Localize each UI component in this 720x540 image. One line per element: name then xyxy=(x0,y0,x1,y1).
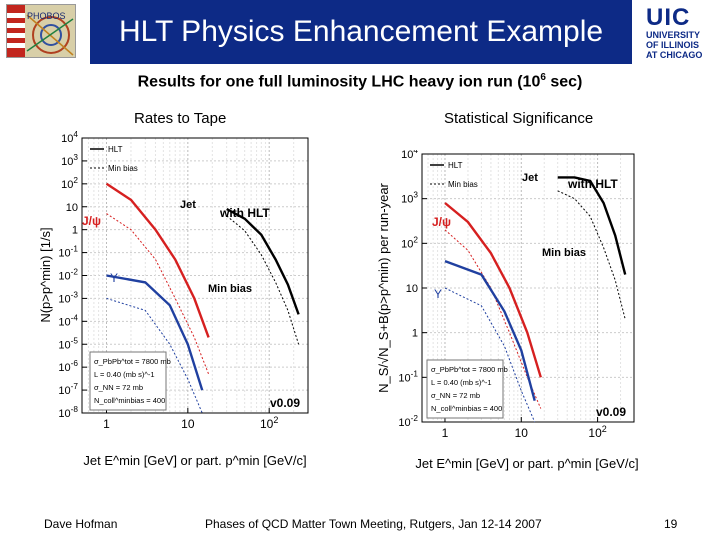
label-min-bias: Min bias xyxy=(208,283,252,295)
x-axis-label: Jet E^min [GeV] or part. p^min [GeV/c] xyxy=(415,456,638,471)
y-tick-label: 1 xyxy=(72,225,78,237)
x-tick-label: 10 xyxy=(515,426,529,440)
legend-label-hlt: HLT xyxy=(108,145,123,154)
y-tick-label: 103 xyxy=(401,191,418,206)
y-axis-label: N(p>p^min) [1/s] xyxy=(38,227,53,322)
series-line-jet-hlt xyxy=(557,176,627,275)
x-tick-label: 102 xyxy=(588,424,606,440)
subtitle-exponent: 6 xyxy=(540,72,546,83)
y-tick-label: 10-4 xyxy=(58,313,78,328)
footer-author: Dave Hofman xyxy=(44,517,118,531)
subtitle-main: Results for one full luminosity LHC heav… xyxy=(137,73,541,91)
label-with-hlt: with HLT xyxy=(219,206,270,220)
caption-left: Rates to Tape xyxy=(134,110,227,127)
params-box xyxy=(89,351,167,411)
label-jpsi: J/ψ xyxy=(82,214,101,228)
x-tick-label: 102 xyxy=(260,415,278,431)
param-line: σ_NN = 72 mb xyxy=(431,391,480,400)
y-tick-label: 10-1 xyxy=(398,369,418,384)
label-min-bias: Min bias xyxy=(542,247,586,259)
caption-right: Statistical Significance xyxy=(444,110,594,127)
uic-logo: UIC UNIVERSITY OF ILLINOIS AT CHICAGO xyxy=(646,4,716,61)
rates-plot: 10410310210110-110-210-310-410-510-610-7… xyxy=(38,130,309,468)
series-line-upsilon-hlt xyxy=(106,274,204,391)
y-tick-label: 104 xyxy=(401,150,418,161)
y-tick-label: 1 xyxy=(412,328,418,340)
param-line: N_coll^minbias = 400 xyxy=(94,396,165,405)
label-with-hlt: with HLT xyxy=(567,177,618,191)
series-line-jet-min-bias xyxy=(557,190,626,320)
param-line: L = 0.40 (mb s)^-1 xyxy=(431,378,492,387)
footer-page-number: 19 xyxy=(664,517,678,531)
y-tick-label: 10-8 xyxy=(58,405,78,420)
label-upsilon: Υ xyxy=(434,287,442,301)
uic-logo-line1: UNIVERSITY xyxy=(646,30,701,40)
y-tick-label: 10 xyxy=(66,202,78,214)
y-tick-label: 103 xyxy=(61,153,78,168)
param-line: L = 0.40 (mb s)^-1 xyxy=(94,370,155,379)
series-line-jet-hlt xyxy=(226,207,300,315)
uic-logo-line2: OF ILLINOIS xyxy=(646,40,699,50)
x-axis-label: Jet E^min [GeV] or part. p^min [GeV/c] xyxy=(83,453,306,468)
series-line-upsilon-min-bias xyxy=(106,297,203,414)
phobos-logo-text: PHOBOS xyxy=(27,11,66,21)
slide-subtitle: Results for one full luminosity LHC heav… xyxy=(0,72,720,91)
series-line-j-psi-min-bias xyxy=(106,213,210,375)
y-tick-label: 104 xyxy=(61,130,78,145)
subtitle-end: sec) xyxy=(545,73,583,91)
slide-title: HLT Physics Enhancement Example xyxy=(90,0,632,64)
series-line-upsilon-hlt xyxy=(444,259,536,402)
series-line-j-psi-hlt xyxy=(105,182,210,338)
series-line-j-psi-hlt xyxy=(444,202,542,378)
phobos-logo: PHOBOS xyxy=(6,4,76,58)
legend-label-minbias: Min bias xyxy=(108,164,138,173)
y-tick-label: 10 xyxy=(406,283,418,295)
param-line: σ_PbPb^tot = 7800 mb xyxy=(431,365,508,374)
x-tick-label: 1 xyxy=(103,417,110,431)
y-tick-label: 102 xyxy=(401,235,418,250)
y-tick-label: 10-2 xyxy=(398,414,418,429)
label-version: v0.09 xyxy=(596,405,626,419)
y-tick-label: 10-6 xyxy=(58,359,78,374)
x-tick-label: 1 xyxy=(442,426,449,440)
y-tick-label: 102 xyxy=(61,176,78,191)
param-line: N_coll^minbias = 400 xyxy=(431,404,502,413)
label-jet: Jet xyxy=(522,172,538,184)
y-axis-label: N_S/√N_S+B(p>p^min) per run-year xyxy=(376,182,391,392)
label-jpsi: J/ψ xyxy=(432,215,451,229)
label-upsilon: Υ xyxy=(110,271,118,285)
label-version: v0.09 xyxy=(270,396,300,410)
y-tick-label: 10-7 xyxy=(58,382,78,397)
param-line: σ_PbPb^tot = 7800 mb xyxy=(94,357,171,366)
y-tick-label: 10-3 xyxy=(58,290,78,305)
legend-label-hlt: HLT xyxy=(448,161,463,170)
params-box xyxy=(426,359,504,419)
x-tick-label: 10 xyxy=(181,417,195,431)
param-line: σ_NN = 72 mb xyxy=(94,383,143,392)
uic-logo-mark: UIC xyxy=(646,4,691,31)
uic-logo-line3: AT CHICAGO xyxy=(646,50,703,60)
y-tick-label: 10-5 xyxy=(58,336,78,351)
y-tick-label: 10-2 xyxy=(58,268,78,283)
label-jet: Jet xyxy=(180,199,196,211)
y-tick-label: 10-1 xyxy=(58,245,78,260)
series-line-jet-min-bias xyxy=(226,215,300,345)
footer-event: Phases of QCD Matter Town Meeting, Rutge… xyxy=(205,517,542,531)
legend-label-minbias: Min bias xyxy=(448,180,478,189)
